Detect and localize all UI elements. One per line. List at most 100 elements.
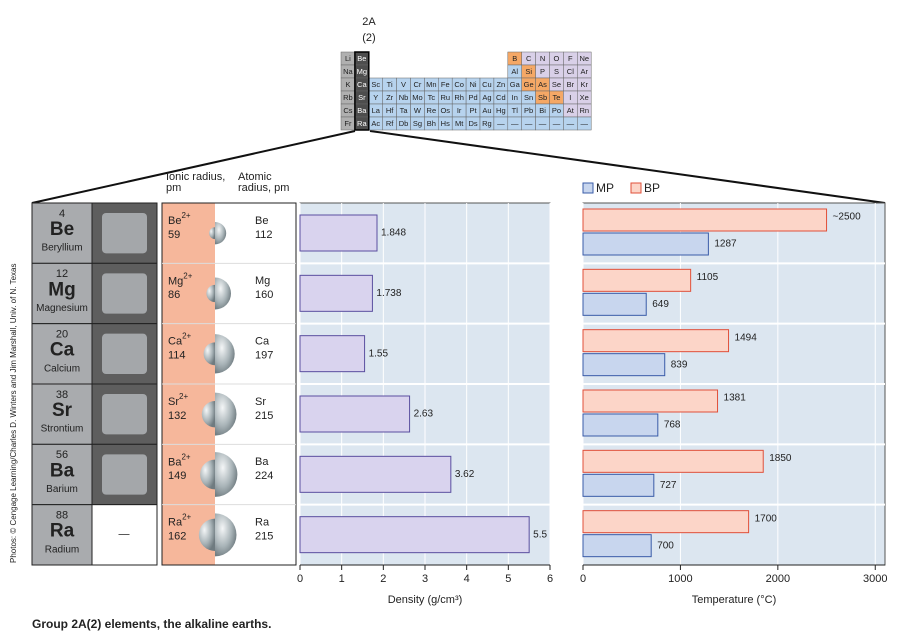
element-symbol: Xe (580, 93, 589, 102)
photo-sample (102, 394, 147, 435)
bar (582, 353, 666, 377)
ion-label: Be2+ (168, 211, 191, 227)
element-symbol: Ga (510, 80, 521, 89)
ion-charge: 2+ (183, 271, 192, 280)
atomic-radius: 215 (255, 531, 273, 543)
column-header-text: Atomic radius, pm (238, 172, 290, 194)
atomic-sphere (215, 452, 238, 497)
element-symbol: Rb (343, 93, 353, 102)
x-tick-label: 0 (297, 573, 303, 585)
photo-sample (102, 454, 147, 495)
bar (299, 214, 378, 252)
element-symbol: Tl (512, 106, 519, 115)
atomic-sphere (215, 513, 237, 557)
element-symbol: K (345, 80, 350, 89)
value-label: 1287 (714, 239, 737, 250)
atomic-radius: 112 (255, 229, 273, 241)
x-tick-label: 0 (580, 573, 586, 585)
element-symbol: B (512, 54, 517, 63)
element-symbol: Tc (428, 93, 436, 102)
value-label: 839 (671, 359, 688, 370)
column-header-text: Ionic radius, pm (166, 172, 226, 194)
legend-swatch (582, 182, 594, 194)
ionic-radius: 149 (168, 470, 186, 482)
element-symbol: — (525, 119, 533, 128)
element-symbol: Pb (524, 106, 533, 115)
bar (299, 516, 530, 554)
element-symbol: P (540, 67, 545, 76)
ionic-sphere (203, 342, 215, 366)
atomic-symbol: Sr (255, 396, 266, 408)
atomic-number: 38 (56, 389, 68, 401)
x-tick-label: 2000 (766, 573, 790, 585)
photo-sample (102, 273, 147, 314)
atomic-number: 12 (56, 268, 68, 280)
ion-charge: 2+ (181, 211, 190, 220)
element-symbol: Mg (48, 279, 75, 300)
element-symbol: Ne (579, 54, 589, 63)
element-symbol: Ra (50, 521, 75, 542)
atomic-radius: 160 (255, 289, 273, 301)
caption: Group 2A(2) elements, the alkaline earth… (32, 617, 271, 631)
element-symbol: Ni (470, 80, 477, 89)
element-name: Beryllium (41, 243, 82, 254)
value-label: 1.738 (376, 288, 401, 299)
element-symbol: Rg (482, 119, 492, 128)
element-symbol: Sn (524, 93, 533, 102)
element-symbol: N (540, 54, 545, 63)
element-symbol: Ca (357, 80, 367, 89)
value-label: 649 (652, 299, 669, 310)
ion-symbol: Sr (168, 396, 179, 408)
element-symbol: Bh (427, 119, 436, 128)
element-symbol: Se (552, 80, 561, 89)
atomic-number: 4 (59, 208, 65, 220)
atomic-symbol: Ca (255, 336, 270, 348)
element-symbol: Ba (50, 460, 75, 481)
element-symbol: Pd (468, 93, 477, 102)
element-symbol: Cs (343, 106, 352, 115)
element-symbol: Ru (440, 93, 450, 102)
element-symbol: Ar (581, 67, 589, 76)
ionic-radius: 86 (168, 289, 180, 301)
element-symbol: Cl (567, 67, 574, 76)
element-symbol: Ds (468, 119, 477, 128)
element-symbol: Mg (357, 67, 367, 76)
ionic-radius: 59 (168, 229, 180, 241)
ionic-sphere (206, 284, 215, 303)
element-symbol: Br (567, 80, 575, 89)
x-tick-label: 1000 (668, 573, 692, 585)
element-symbol: At (567, 106, 575, 115)
atomic-radius: 215 (255, 410, 273, 422)
x-tick-label: 4 (464, 573, 470, 585)
element-symbol: Cr (413, 80, 421, 89)
element-box (31, 323, 93, 385)
atomic-radius: 197 (255, 350, 273, 362)
credit: Photos: © Cengage Learning/Charles D. Wi… (9, 263, 18, 563)
element-symbol: Li (345, 54, 351, 63)
ion-label: Ca2+ (168, 332, 192, 348)
bar (299, 274, 373, 312)
element-box (31, 202, 93, 264)
element-symbol: Ir (457, 106, 462, 115)
ion-charge: 2+ (182, 332, 191, 341)
element-symbol: Mn (426, 80, 436, 89)
ion-charge: 2+ (182, 513, 191, 522)
element-symbol: Rn (579, 106, 589, 115)
ionic-radius: 162 (168, 531, 186, 543)
ion-label: Sr2+ (168, 392, 188, 408)
element-symbol: Re (427, 106, 437, 115)
ion-symbol: Ba (168, 456, 182, 468)
element-symbol: O (554, 54, 560, 63)
element-symbol: Fe (441, 80, 450, 89)
element-symbol: In (512, 93, 518, 102)
group-highlight (354, 51, 370, 131)
element-symbol: — (553, 119, 561, 128)
element-symbol: Db (399, 119, 409, 128)
value-label: ~2500 (833, 212, 862, 223)
bar (582, 534, 652, 558)
ion-symbol: Mg (168, 275, 183, 287)
photo-note: — (119, 529, 130, 541)
element-symbol: Be (357, 54, 366, 63)
ion-symbol: Ra (168, 517, 183, 529)
element-symbol: S (554, 67, 559, 76)
